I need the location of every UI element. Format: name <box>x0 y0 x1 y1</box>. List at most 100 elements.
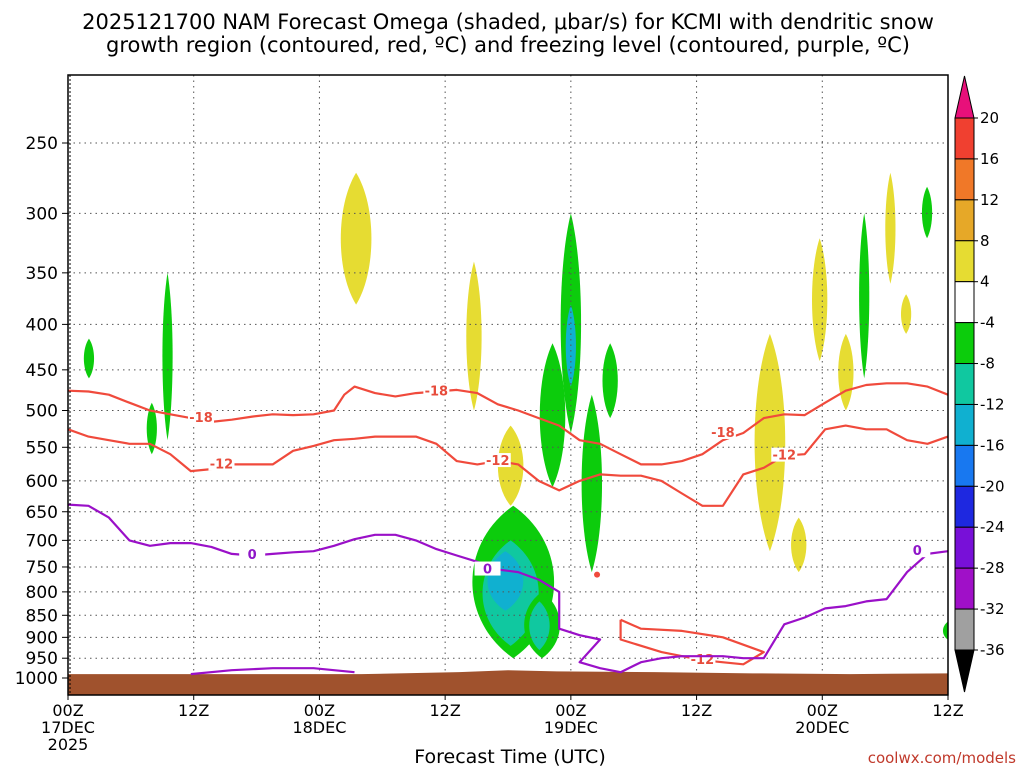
contour-line <box>68 503 948 674</box>
colorbar-tick-label: -24 <box>980 518 1005 536</box>
omega-shade-region <box>838 333 854 411</box>
credit-text: coolwx.com/models <box>868 749 1016 767</box>
y-tick-label: 250 <box>26 134 58 154</box>
contour-label-bg <box>709 424 736 439</box>
colorbar-segment <box>954 199 975 242</box>
y-tick-label: 900 <box>26 628 58 648</box>
colorbar-tick-label: 20 <box>980 109 999 127</box>
omega-shade-region <box>791 517 807 573</box>
colorbar: 20 16 12 8 4 -4 -8 -12 -16 -20 -24 -28 -32 -36 <box>954 75 1005 693</box>
colorbar-segment <box>954 158 975 201</box>
colorbar-tick-label: 16 <box>980 150 999 168</box>
colorbar-segment <box>954 567 975 610</box>
y-tick-label: 650 <box>26 503 58 523</box>
plot-area: -18-18-18-12 -12 -12-120002503003504004505… <box>15 74 964 754</box>
omega-shade-region <box>812 238 828 362</box>
colorbar-tick-label: -20 <box>980 477 1005 495</box>
x-tick-date: 17DEC <box>41 718 95 737</box>
colorbar-segment <box>954 526 975 569</box>
omega-shade-region <box>539 343 566 488</box>
colorbar-segment <box>954 281 975 324</box>
contour-label-bg <box>484 453 511 468</box>
surface-terrain <box>68 670 948 695</box>
contour-label: -18 <box>711 426 735 441</box>
colorbar-segment <box>954 444 975 487</box>
contour-label-bg <box>188 410 215 425</box>
colorbar-tick-label: 12 <box>980 191 999 209</box>
omega-shade-region <box>529 601 550 650</box>
x-tick-label: 00Z <box>807 701 838 720</box>
y-tick-label: 400 <box>26 315 58 335</box>
omega-shade-region <box>83 338 95 379</box>
omega-shade-region <box>942 621 948 640</box>
colorbar-segment <box>954 363 975 405</box>
contour-label: -12 <box>486 454 510 469</box>
x-tick-label: 00Z <box>304 701 335 720</box>
omega-shade-region <box>900 294 912 334</box>
x-tick-label: 12Z <box>932 701 963 720</box>
y-tick-label: 450 <box>26 361 58 381</box>
y-tick-label: 600 <box>26 472 58 492</box>
colorbar-tick-label: -32 <box>980 600 1005 618</box>
omega-shade-region <box>754 333 786 552</box>
y-tick-label: 1000 <box>15 669 58 689</box>
omega-shade-region <box>162 272 173 441</box>
colorbar-segment <box>954 485 975 528</box>
contour-label: -18 <box>425 385 449 400</box>
contour-dot <box>594 571 601 578</box>
y-tick-label: 950 <box>26 649 58 669</box>
y-tick-label: 300 <box>26 204 58 224</box>
omega-shade-region <box>921 186 933 239</box>
y-tick-label: 550 <box>26 438 58 458</box>
x-tick-label: 12Z <box>681 701 712 720</box>
contour-label: 0 <box>483 563 492 578</box>
omega-shade-region <box>466 261 482 411</box>
contour-label: -18 <box>189 411 213 426</box>
y-tick-label: 500 <box>26 402 58 422</box>
y-tick-label: 800 <box>26 583 58 603</box>
omega-shade-region <box>581 394 603 573</box>
colorbar-segment <box>954 322 975 365</box>
x-tick-year: 2025 <box>48 735 89 754</box>
omega-shade-region <box>885 172 896 284</box>
colorbar-top-arrow <box>954 75 975 119</box>
y-tick-label: 850 <box>26 606 58 626</box>
contour-label-bg <box>423 383 450 398</box>
y-tick-label: 750 <box>26 558 58 578</box>
y-tick-label: 350 <box>26 264 58 284</box>
contour-label: 0 <box>248 548 257 563</box>
chart-title-line-1: 2025121700 NAM Forecast Omega (shaded, μ… <box>82 10 934 34</box>
contour-label-bg <box>904 543 931 558</box>
colorbar-tick-label: -28 <box>980 559 1005 577</box>
contour-label: 0 <box>913 544 922 559</box>
y-tick-label: 700 <box>26 531 58 551</box>
omega-shade-region <box>859 213 870 379</box>
colorbar-segment <box>954 117 975 160</box>
colorbar-tick-label: -8 <box>980 355 995 373</box>
x-tick-date: 19DEC <box>544 718 598 737</box>
x-tick-label: 00Z <box>555 701 586 720</box>
colorbar-tick-label: 8 <box>980 232 990 250</box>
omega-shade-region <box>146 402 157 455</box>
contour-line <box>68 382 948 466</box>
x-tick-date: 20DEC <box>795 718 849 737</box>
colorbar-tick-label: -36 <box>980 641 1005 659</box>
colorbar-tick-label: -12 <box>980 395 1005 413</box>
omega-shade-region <box>602 343 618 419</box>
plot-frame <box>67 74 949 696</box>
colorbar-segment <box>954 608 975 651</box>
contour-label-bg <box>239 546 266 561</box>
x-tick-label: 00Z <box>52 701 83 720</box>
contour-line <box>619 618 765 666</box>
colorbar-tick-label: -16 <box>980 436 1005 454</box>
x-tick-date: 18DEC <box>292 718 346 737</box>
colorbar-segment <box>954 403 975 446</box>
x-axis-label: Forecast Time (UTC) <box>414 746 605 768</box>
contour-label: -12 <box>773 449 797 464</box>
x-tick-label: 12Z <box>178 701 209 720</box>
contour-label: -12 <box>210 457 234 472</box>
contour-line <box>190 667 355 676</box>
x-tick-label: 12Z <box>429 701 460 720</box>
